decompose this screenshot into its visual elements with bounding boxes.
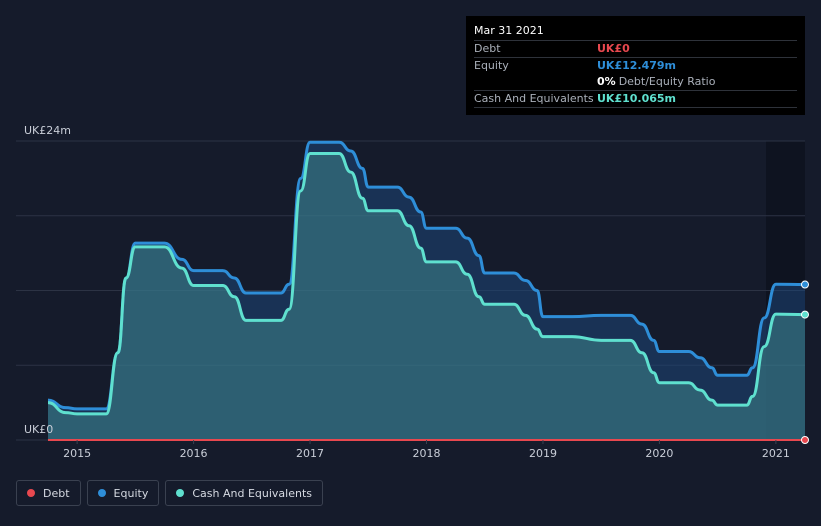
x-tick-label: 2016 bbox=[180, 447, 208, 460]
tooltip-value-equity: UK£12.479m bbox=[597, 59, 677, 72]
equity-area bbox=[48, 142, 805, 440]
tooltip-date: Mar 31 2021 bbox=[474, 24, 544, 37]
y-tick-label: UK£24m bbox=[24, 124, 71, 137]
legend-item-cash[interactable]: Cash And Equivalents bbox=[165, 480, 323, 506]
tooltip-panel: Mar 31 2021 Debt UK£0 Equity UK£12.479m … bbox=[466, 16, 805, 115]
tooltip-ratio-caption: Debt/Equity Ratio bbox=[618, 75, 716, 88]
series-areas bbox=[48, 142, 805, 441]
debt-line-end-point bbox=[801, 436, 809, 444]
tooltip-row-equity: Equity UK£12.479m bbox=[474, 57, 797, 74]
y-axis-ticks: UK£0 UK£24m bbox=[24, 124, 71, 436]
tooltip-row-cash: Cash And Equivalents UK£10.065m bbox=[474, 90, 797, 108]
legend-dot-cash bbox=[176, 489, 185, 497]
cash-line bbox=[47, 151, 806, 416]
cash-line-end-point bbox=[801, 310, 809, 319]
legend-label-debt: Debt bbox=[43, 486, 70, 500]
legend-dot-debt bbox=[27, 489, 35, 497]
tooltip-value-cash: UK£10.065m bbox=[597, 92, 677, 105]
legend-label-cash: Cash And Equivalents bbox=[192, 486, 312, 500]
x-tick-label: 2015 bbox=[63, 447, 91, 460]
x-axis-ticks: 2015 2016 2017 2018 2019 2020 2021 bbox=[63, 440, 790, 460]
x-tick-label: 2017 bbox=[296, 447, 324, 460]
tooltip-label-cash: Cash And Equivalents bbox=[474, 92, 594, 105]
tooltip-label-equity: Equity bbox=[474, 59, 509, 72]
legend-label-equity: Equity bbox=[113, 486, 149, 500]
y-tick-label: UK£0 bbox=[24, 423, 53, 436]
tooltip-value-ratio: 0% bbox=[597, 75, 616, 88]
tooltip-label-debt: Debt bbox=[474, 42, 501, 55]
tooltip-value-debt: UK£0 bbox=[597, 42, 630, 55]
equity-line bbox=[47, 140, 806, 411]
legend-item-debt[interactable]: Debt bbox=[16, 480, 81, 506]
equity-line-end-point bbox=[801, 280, 809, 289]
x-tick-label: 2019 bbox=[529, 447, 557, 460]
x-tick-label: 2018 bbox=[413, 447, 441, 460]
chart-legend: Debt Equity Cash And Equivalents bbox=[16, 480, 323, 506]
legend-item-equity[interactable]: Equity bbox=[86, 480, 160, 506]
legend-dot-equity bbox=[97, 489, 106, 497]
tooltip-label-ratio bbox=[474, 74, 597, 90]
x-tick-label: 2021 bbox=[762, 447, 790, 460]
tooltip-row-debt: Debt UK£0 bbox=[474, 40, 797, 57]
cash-area bbox=[48, 153, 805, 441]
series-end-markers bbox=[801, 280, 809, 444]
x-tick-label: 2020 bbox=[645, 447, 673, 460]
tooltip-row-ratio: 0% Debt/Equity Ratio bbox=[474, 74, 797, 90]
